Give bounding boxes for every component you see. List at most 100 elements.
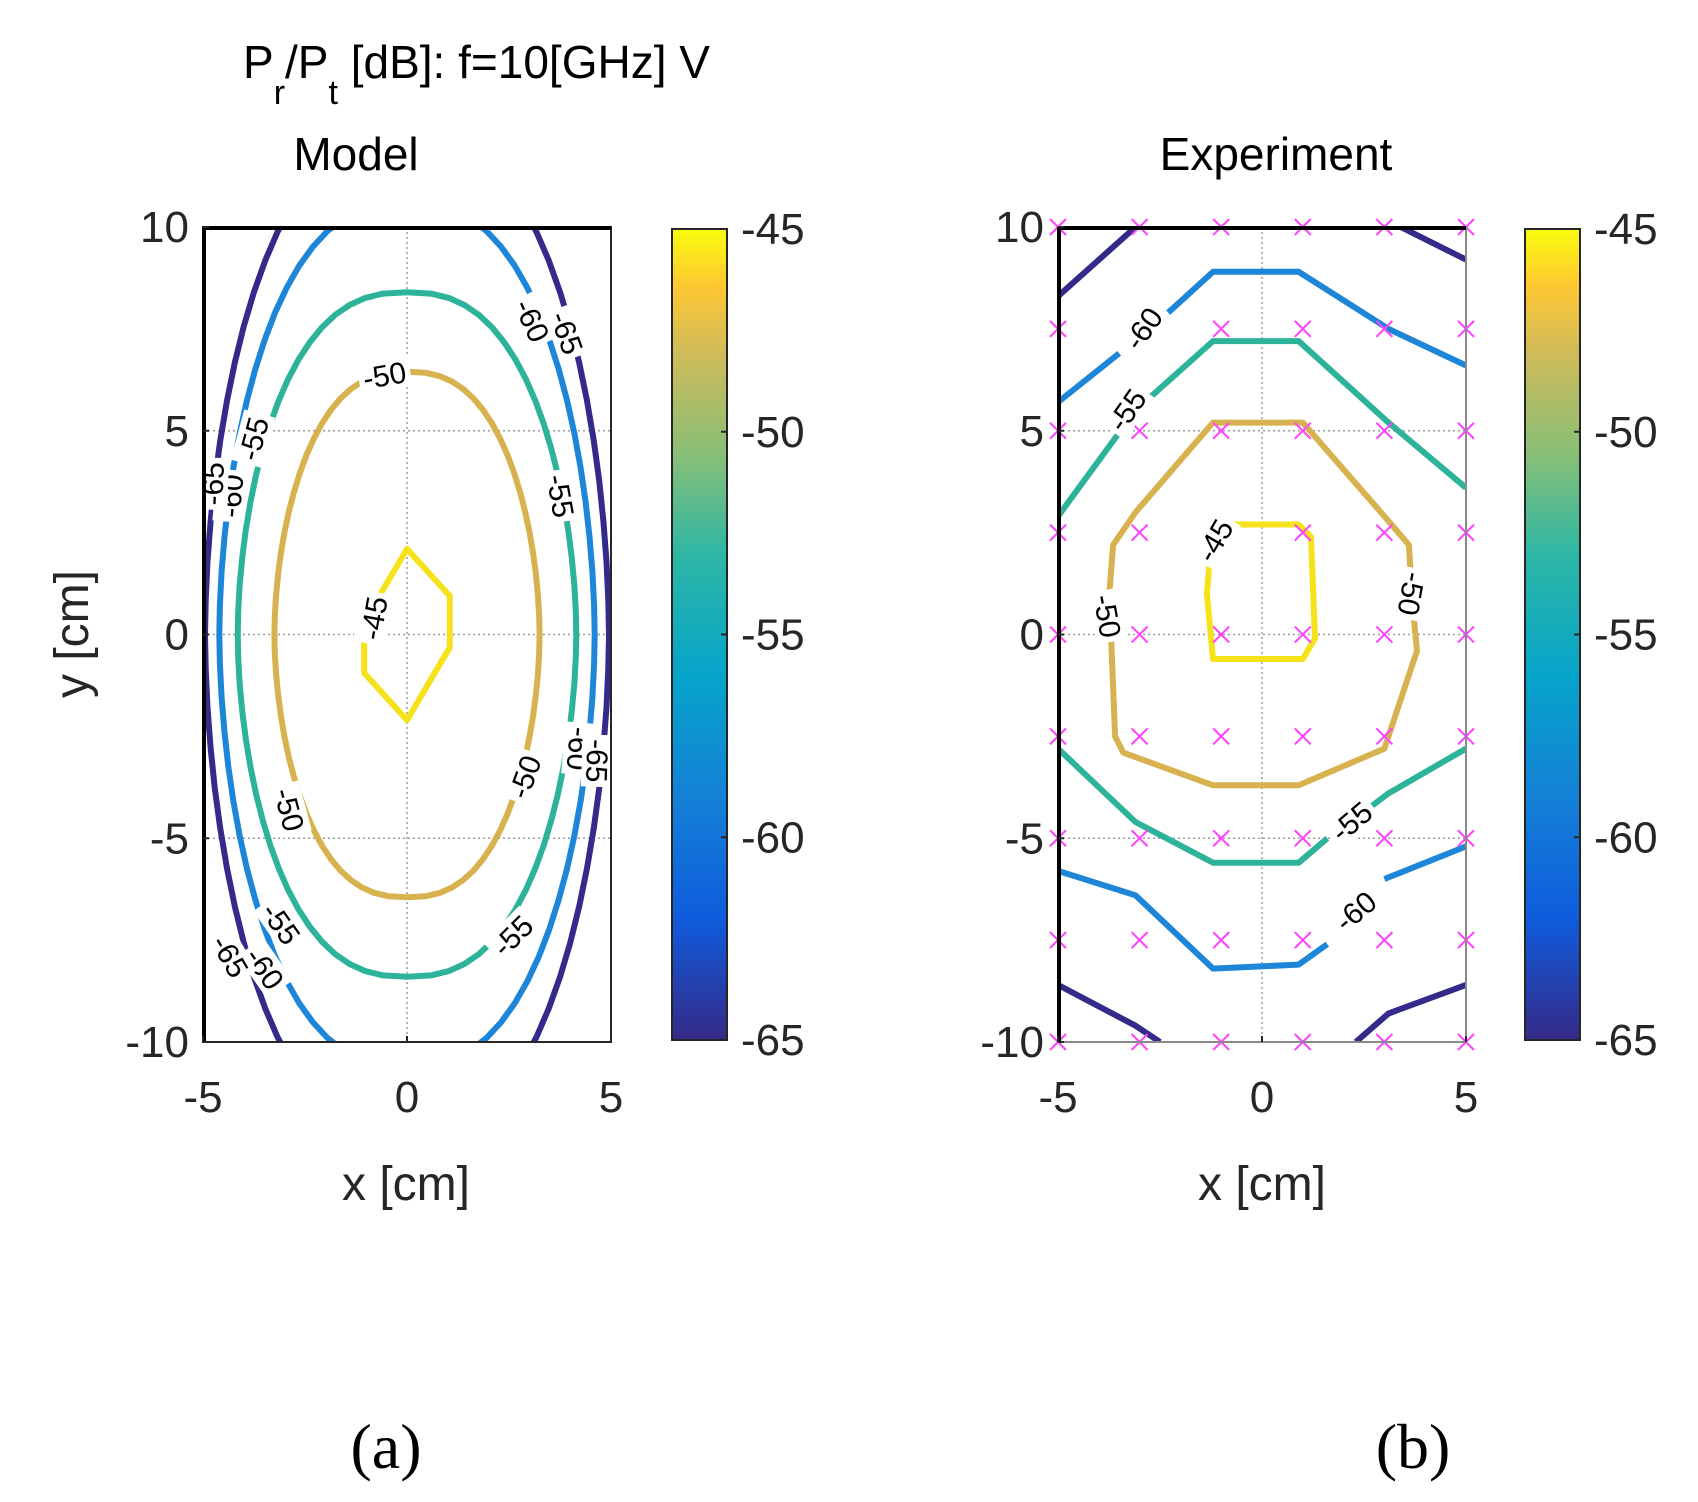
contour-label-bg: [1098, 379, 1155, 441]
measurement-point: [1130, 931, 1149, 949]
measurement-point: [1375, 829, 1394, 847]
marker-stroke: [1375, 422, 1394, 440]
contour-line-65: [1399, 227, 1466, 263]
experiment-title: Experiment: [1160, 128, 1393, 180]
experiment-panel: Experiment -45-50 -50-55-55-60-60 -5 0 5105…: [980, 128, 1657, 1211]
measurement-point: [1375, 625, 1394, 644]
marker-stroke: [1294, 931, 1312, 949]
contour-label: -50: [356, 354, 413, 396]
measurement-point: [1212, 829, 1230, 847]
contour-line-65: [1058, 227, 1138, 299]
suptitle-sub-t: t: [328, 74, 338, 112]
contour-label-bg: [482, 905, 543, 966]
measurement-point: [1294, 625, 1312, 644]
figure-suptitle: Pr/Pt [dB]: f=10[GHz] V: [243, 36, 710, 112]
model-colorbar: [671, 228, 728, 1041]
marker-stroke: [1130, 422, 1149, 440]
contour-label: -50: [500, 746, 549, 807]
marker-stroke: [1212, 931, 1230, 949]
contour-label: -65: [543, 302, 591, 363]
contour-line-65: [1058, 982, 1162, 1042]
y-tick-label: -5: [1005, 814, 1044, 863]
measurement-point: [1212, 931, 1230, 949]
measurement-point: [1212, 625, 1230, 644]
colorbar-tick-label: -50: [1594, 408, 1658, 457]
measurement-point: [1375, 931, 1394, 949]
experiment-contour-labels: -45-50 -50-55-55-60-60: [1086, 297, 1433, 940]
contour-label-text: -55: [1102, 383, 1154, 437]
marker-stroke: [1375, 625, 1394, 644]
contour-label: -65: [195, 457, 231, 511]
contour-label: -55: [482, 905, 543, 966]
panel-label-b: (b): [1376, 1411, 1451, 1482]
measurement-point: [1130, 523, 1149, 542]
marker-stroke: [1212, 625, 1230, 644]
contour-label-bg: [230, 409, 276, 468]
marker-stroke: [1294, 523, 1312, 542]
y-tick-label: -10: [125, 1018, 189, 1067]
contour-label-text: -60: [1329, 885, 1383, 938]
marker-stroke: [1130, 829, 1149, 847]
suptitle-sub-r: r: [274, 74, 285, 112]
contour-label-text: -45: [355, 594, 395, 642]
colorbar-tick-label: -65: [741, 1016, 805, 1065]
panel-label-a: (a): [350, 1411, 421, 1482]
marker-stroke: [1130, 727, 1149, 746]
marker-stroke: [1294, 422, 1312, 440]
x-tick-label: 5: [599, 1073, 623, 1122]
measurement-point: [1375, 523, 1394, 542]
contour-line-60: [1383, 843, 1466, 882]
suptitle-slash: /P: [285, 36, 328, 88]
contour-label-text: -50: [267, 785, 310, 835]
marker-stroke: [1375, 931, 1394, 949]
measurement-point: [1130, 829, 1149, 847]
contour-label-bg: [353, 589, 394, 647]
contour-label-bg: [356, 354, 413, 396]
contour-label-bg: [267, 780, 312, 839]
contour-line-55: [1058, 746, 1330, 866]
contour-label-bg: [543, 302, 591, 363]
contour-label-text: -50: [1390, 569, 1430, 617]
marker-stroke: [1294, 625, 1312, 644]
y-tick-label: 0: [165, 611, 189, 660]
contour-label-text: -65: [196, 462, 230, 506]
experiment-xlabel: x [cm]: [1198, 1158, 1326, 1211]
marker-stroke: [1294, 320, 1312, 338]
model-colorbar-ticks: -45 -50 -55 -60 -65: [721, 205, 805, 1065]
y-tick-label: 0: [1020, 611, 1044, 660]
contour-line-60: [1166, 268, 1466, 369]
colorbar-tick-label: -50: [741, 408, 805, 457]
contour-label-bg: [203, 925, 258, 987]
measurement-point: [1212, 727, 1230, 746]
measurement-point: [1130, 727, 1149, 746]
marker-stroke: [1212, 320, 1230, 338]
contour-label: -45: [1187, 509, 1242, 571]
contour-label-bg: [540, 467, 582, 525]
contour-label: -65: [203, 925, 258, 987]
y-tick-label: -10: [980, 1018, 1044, 1067]
colorbar-tick-label: -55: [1594, 611, 1658, 660]
contour-label-bg: [253, 892, 310, 954]
colorbar-tick-label: -65: [1594, 1016, 1658, 1065]
marker-stroke: [1212, 829, 1230, 847]
contour-line-60: [1058, 350, 1122, 405]
colorbar-tick-label: -60: [741, 813, 805, 862]
contour-label: -60: [1114, 297, 1171, 359]
contour-label-bg: [1320, 792, 1382, 851]
marker-stroke: [1375, 829, 1394, 847]
model-panel: Model -45-50-50-50-55-55-55-55-60-60-60-…: [46, 128, 805, 1211]
contour-label-bg: [236, 937, 294, 999]
marker-stroke: [1212, 727, 1230, 746]
contour-line-65: [1353, 982, 1466, 1042]
contour-label-text: -60: [1118, 302, 1170, 356]
contour-label-text: -50: [360, 356, 408, 396]
contour-line-50: [1106, 419, 1420, 789]
measurement-point: [1375, 422, 1394, 440]
y-tick-label: 10: [140, 203, 189, 252]
measurement-point: [1130, 625, 1149, 644]
contour-label-text: -65: [579, 739, 613, 783]
measurement-point: [1294, 320, 1312, 338]
